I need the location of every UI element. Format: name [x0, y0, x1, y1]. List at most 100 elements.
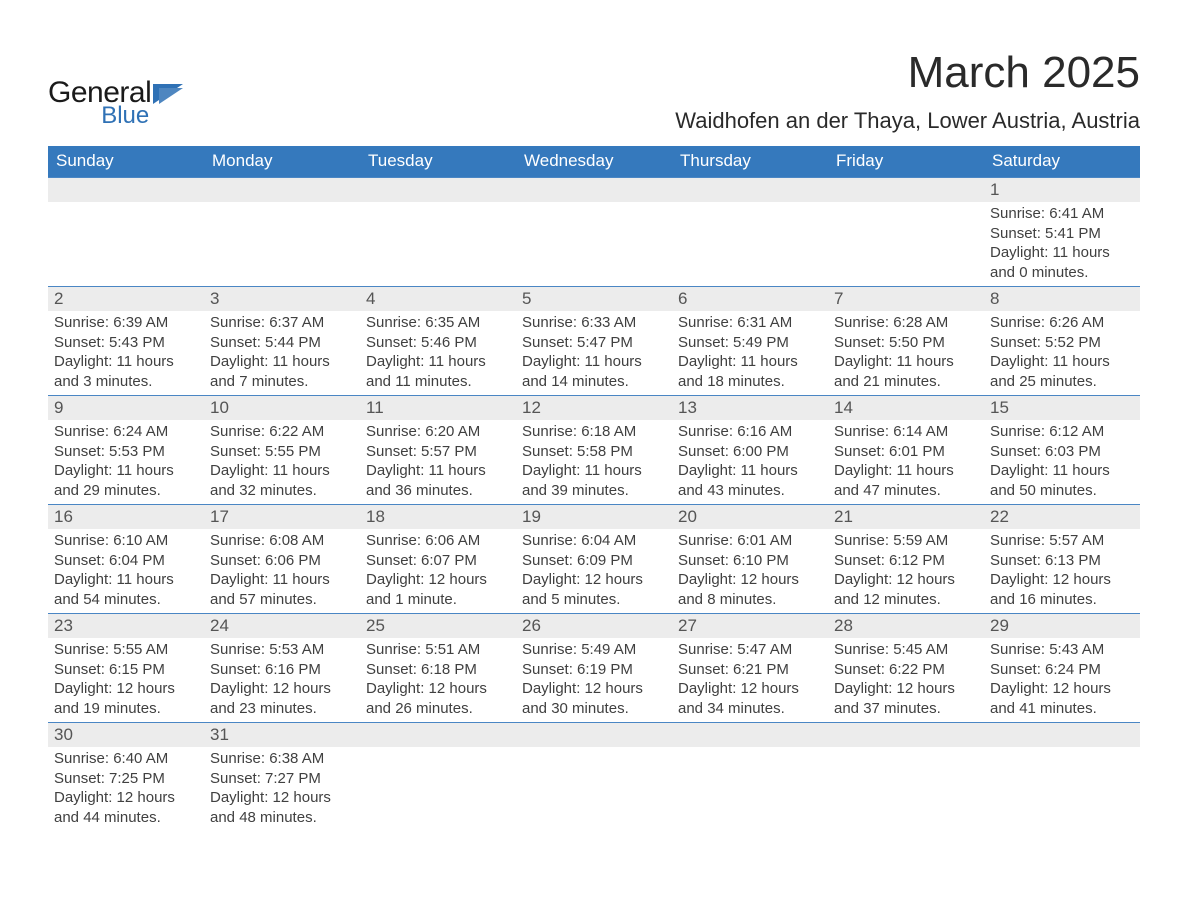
day-detail: Sunrise: 5:51 AMSunset: 6:18 PMDaylight:…: [360, 638, 516, 722]
detail-row: Sunrise: 6:40 AMSunset: 7:25 PMDaylight:…: [48, 747, 1140, 831]
sunrise-text: Sunrise: 6:06 AM: [366, 531, 510, 551]
daylight-text: Daylight: 12 hours and 30 minutes.: [522, 679, 666, 718]
day-number: 5: [516, 287, 672, 311]
day-number: 27: [672, 614, 828, 638]
day-detail: Sunrise: 6:28 AMSunset: 5:50 PMDaylight:…: [828, 311, 984, 395]
calendar-header-cell: Sunday: [48, 146, 204, 177]
brand-text: General Blue: [48, 78, 151, 128]
day-number: 11: [360, 396, 516, 420]
day-detail: [204, 202, 360, 286]
sunrise-text: Sunrise: 5:59 AM: [834, 531, 978, 551]
day-number: 21: [828, 505, 984, 529]
detail-row: Sunrise: 6:10 AMSunset: 6:04 PMDaylight:…: [48, 529, 1140, 613]
day-number: 17: [204, 505, 360, 529]
day-number: 28: [828, 614, 984, 638]
sunset-text: Sunset: 6:07 PM: [366, 551, 510, 571]
sunset-text: Sunset: 5:53 PM: [54, 442, 198, 462]
sunrise-text: Sunrise: 6:40 AM: [54, 749, 198, 769]
day-detail: Sunrise: 6:26 AMSunset: 5:52 PMDaylight:…: [984, 311, 1140, 395]
day-number: [516, 723, 672, 747]
daylight-text: Daylight: 11 hours and 3 minutes.: [54, 352, 198, 391]
daylight-text: Daylight: 11 hours and 36 minutes.: [366, 461, 510, 500]
day-detail: [360, 202, 516, 286]
day-detail: [828, 202, 984, 286]
detail-row: Sunrise: 6:24 AMSunset: 5:53 PMDaylight:…: [48, 420, 1140, 504]
sunset-text: Sunset: 7:27 PM: [210, 769, 354, 789]
day-detail: Sunrise: 6:38 AMSunset: 7:27 PMDaylight:…: [204, 747, 360, 831]
day-number: 18: [360, 505, 516, 529]
brand-triangle-icon: [153, 84, 183, 113]
day-number: [48, 178, 204, 202]
day-number: 8: [984, 287, 1140, 311]
daynum-row: 2345678: [48, 287, 1140, 311]
calendar-header-cell: Wednesday: [516, 146, 672, 177]
calendar-week: 3031Sunrise: 6:40 AMSunset: 7:25 PMDayli…: [48, 722, 1140, 831]
day-number: 7: [828, 287, 984, 311]
sunrise-text: Sunrise: 5:55 AM: [54, 640, 198, 660]
day-number: [516, 178, 672, 202]
calendar-grid: SundayMondayTuesdayWednesdayThursdayFrid…: [48, 146, 1140, 831]
detail-row: Sunrise: 6:41 AMSunset: 5:41 PMDaylight:…: [48, 202, 1140, 286]
sunrise-text: Sunrise: 5:43 AM: [990, 640, 1134, 660]
day-number: 2: [48, 287, 204, 311]
sunrise-text: Sunrise: 6:16 AM: [678, 422, 822, 442]
day-number: 15: [984, 396, 1140, 420]
daylight-text: Daylight: 12 hours and 26 minutes.: [366, 679, 510, 718]
daylight-text: Daylight: 12 hours and 23 minutes.: [210, 679, 354, 718]
sunset-text: Sunset: 6:12 PM: [834, 551, 978, 571]
day-number: 30: [48, 723, 204, 747]
sunrise-text: Sunrise: 6:33 AM: [522, 313, 666, 333]
day-number: 26: [516, 614, 672, 638]
brand-word2: Blue: [101, 104, 149, 128]
day-number: [828, 178, 984, 202]
daylight-text: Daylight: 12 hours and 48 minutes.: [210, 788, 354, 827]
sunset-text: Sunset: 6:19 PM: [522, 660, 666, 680]
sunset-text: Sunset: 5:41 PM: [990, 224, 1134, 244]
sunset-text: Sunset: 5:43 PM: [54, 333, 198, 353]
sunset-text: Sunset: 5:50 PM: [834, 333, 978, 353]
day-detail: Sunrise: 6:10 AMSunset: 6:04 PMDaylight:…: [48, 529, 204, 613]
sunrise-text: Sunrise: 6:22 AM: [210, 422, 354, 442]
day-number: 29: [984, 614, 1140, 638]
daylight-text: Daylight: 11 hours and 7 minutes.: [210, 352, 354, 391]
day-detail: [516, 202, 672, 286]
calendar-header-cell: Saturday: [984, 146, 1140, 177]
sunset-text: Sunset: 6:04 PM: [54, 551, 198, 571]
day-number: 13: [672, 396, 828, 420]
daylight-text: Daylight: 11 hours and 43 minutes.: [678, 461, 822, 500]
day-detail: Sunrise: 6:24 AMSunset: 5:53 PMDaylight:…: [48, 420, 204, 504]
day-detail: Sunrise: 6:41 AMSunset: 5:41 PMDaylight:…: [984, 202, 1140, 286]
day-number: 14: [828, 396, 984, 420]
sunset-text: Sunset: 5:55 PM: [210, 442, 354, 462]
daylight-text: Daylight: 11 hours and 54 minutes.: [54, 570, 198, 609]
sunrise-text: Sunrise: 6:39 AM: [54, 313, 198, 333]
day-number: [672, 178, 828, 202]
sunrise-text: Sunrise: 6:37 AM: [210, 313, 354, 333]
daylight-text: Daylight: 11 hours and 39 minutes.: [522, 461, 666, 500]
day-number: 16: [48, 505, 204, 529]
sunset-text: Sunset: 6:15 PM: [54, 660, 198, 680]
sunrise-text: Sunrise: 6:28 AM: [834, 313, 978, 333]
day-detail: Sunrise: 5:43 AMSunset: 6:24 PMDaylight:…: [984, 638, 1140, 722]
sunrise-text: Sunrise: 6:38 AM: [210, 749, 354, 769]
daylight-text: Daylight: 12 hours and 44 minutes.: [54, 788, 198, 827]
day-number: 6: [672, 287, 828, 311]
day-number: 22: [984, 505, 1140, 529]
sunset-text: Sunset: 6:06 PM: [210, 551, 354, 571]
calendar-week: 23242526272829Sunrise: 5:55 AMSunset: 6:…: [48, 613, 1140, 722]
daylight-text: Daylight: 12 hours and 1 minute.: [366, 570, 510, 609]
day-detail: Sunrise: 6:40 AMSunset: 7:25 PMDaylight:…: [48, 747, 204, 831]
sunset-text: Sunset: 6:01 PM: [834, 442, 978, 462]
calendar-header-cell: Friday: [828, 146, 984, 177]
calendar-header-cell: Tuesday: [360, 146, 516, 177]
day-detail: Sunrise: 6:39 AMSunset: 5:43 PMDaylight:…: [48, 311, 204, 395]
daylight-text: Daylight: 12 hours and 34 minutes.: [678, 679, 822, 718]
day-detail: Sunrise: 5:57 AMSunset: 6:13 PMDaylight:…: [984, 529, 1140, 613]
sunset-text: Sunset: 5:47 PM: [522, 333, 666, 353]
day-number: 12: [516, 396, 672, 420]
day-detail: Sunrise: 5:45 AMSunset: 6:22 PMDaylight:…: [828, 638, 984, 722]
sunrise-text: Sunrise: 5:57 AM: [990, 531, 1134, 551]
sunrise-text: Sunrise: 6:18 AM: [522, 422, 666, 442]
sunset-text: Sunset: 6:18 PM: [366, 660, 510, 680]
daylight-text: Daylight: 12 hours and 16 minutes.: [990, 570, 1134, 609]
